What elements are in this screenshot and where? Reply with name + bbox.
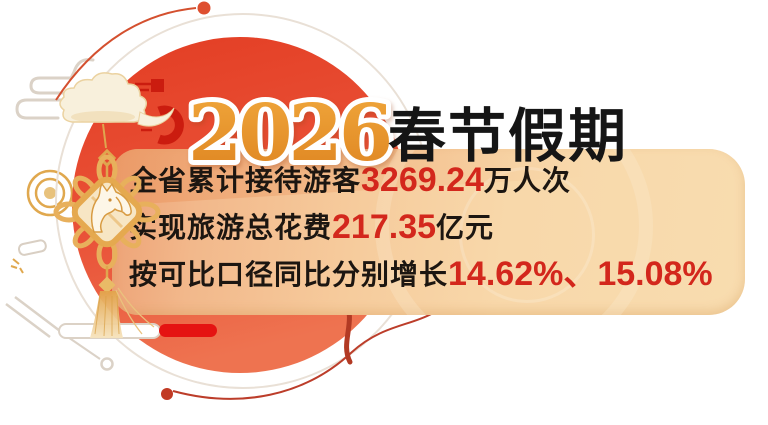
title-block: 2026 春节假期: [148, 82, 708, 186]
panel-watermark-circle-small: [459, 167, 595, 303]
stat-line-spending: 实现旅游总花费217.35亿元: [129, 206, 494, 248]
gold-coin-rings-icon: [26, 169, 74, 217]
stat-spending-unit: 亿元: [436, 211, 495, 244]
title-year: 2026: [188, 88, 390, 179]
firecracker-icon: [10, 239, 47, 274]
capsules-icon: [58, 323, 217, 339]
stat-growth-label: 按可比口径同比分别增长: [129, 258, 449, 291]
stat-spending-value: 217.35: [332, 208, 437, 246]
stat-visitors-unit: 万人次: [483, 164, 571, 197]
stat-line-growth: 按可比口径同比分别增长14.62%、15.08%: [129, 253, 713, 295]
stat-growth-value: 14.62%、15.08%: [448, 255, 713, 293]
title-holiday: 春节假期: [388, 102, 628, 170]
cloud-meander-lines-icon: [15, 58, 95, 120]
bottom-left-outline-decor-icon: [5, 296, 114, 371]
stat-spending-label: 实现旅游总花费: [129, 211, 333, 244]
